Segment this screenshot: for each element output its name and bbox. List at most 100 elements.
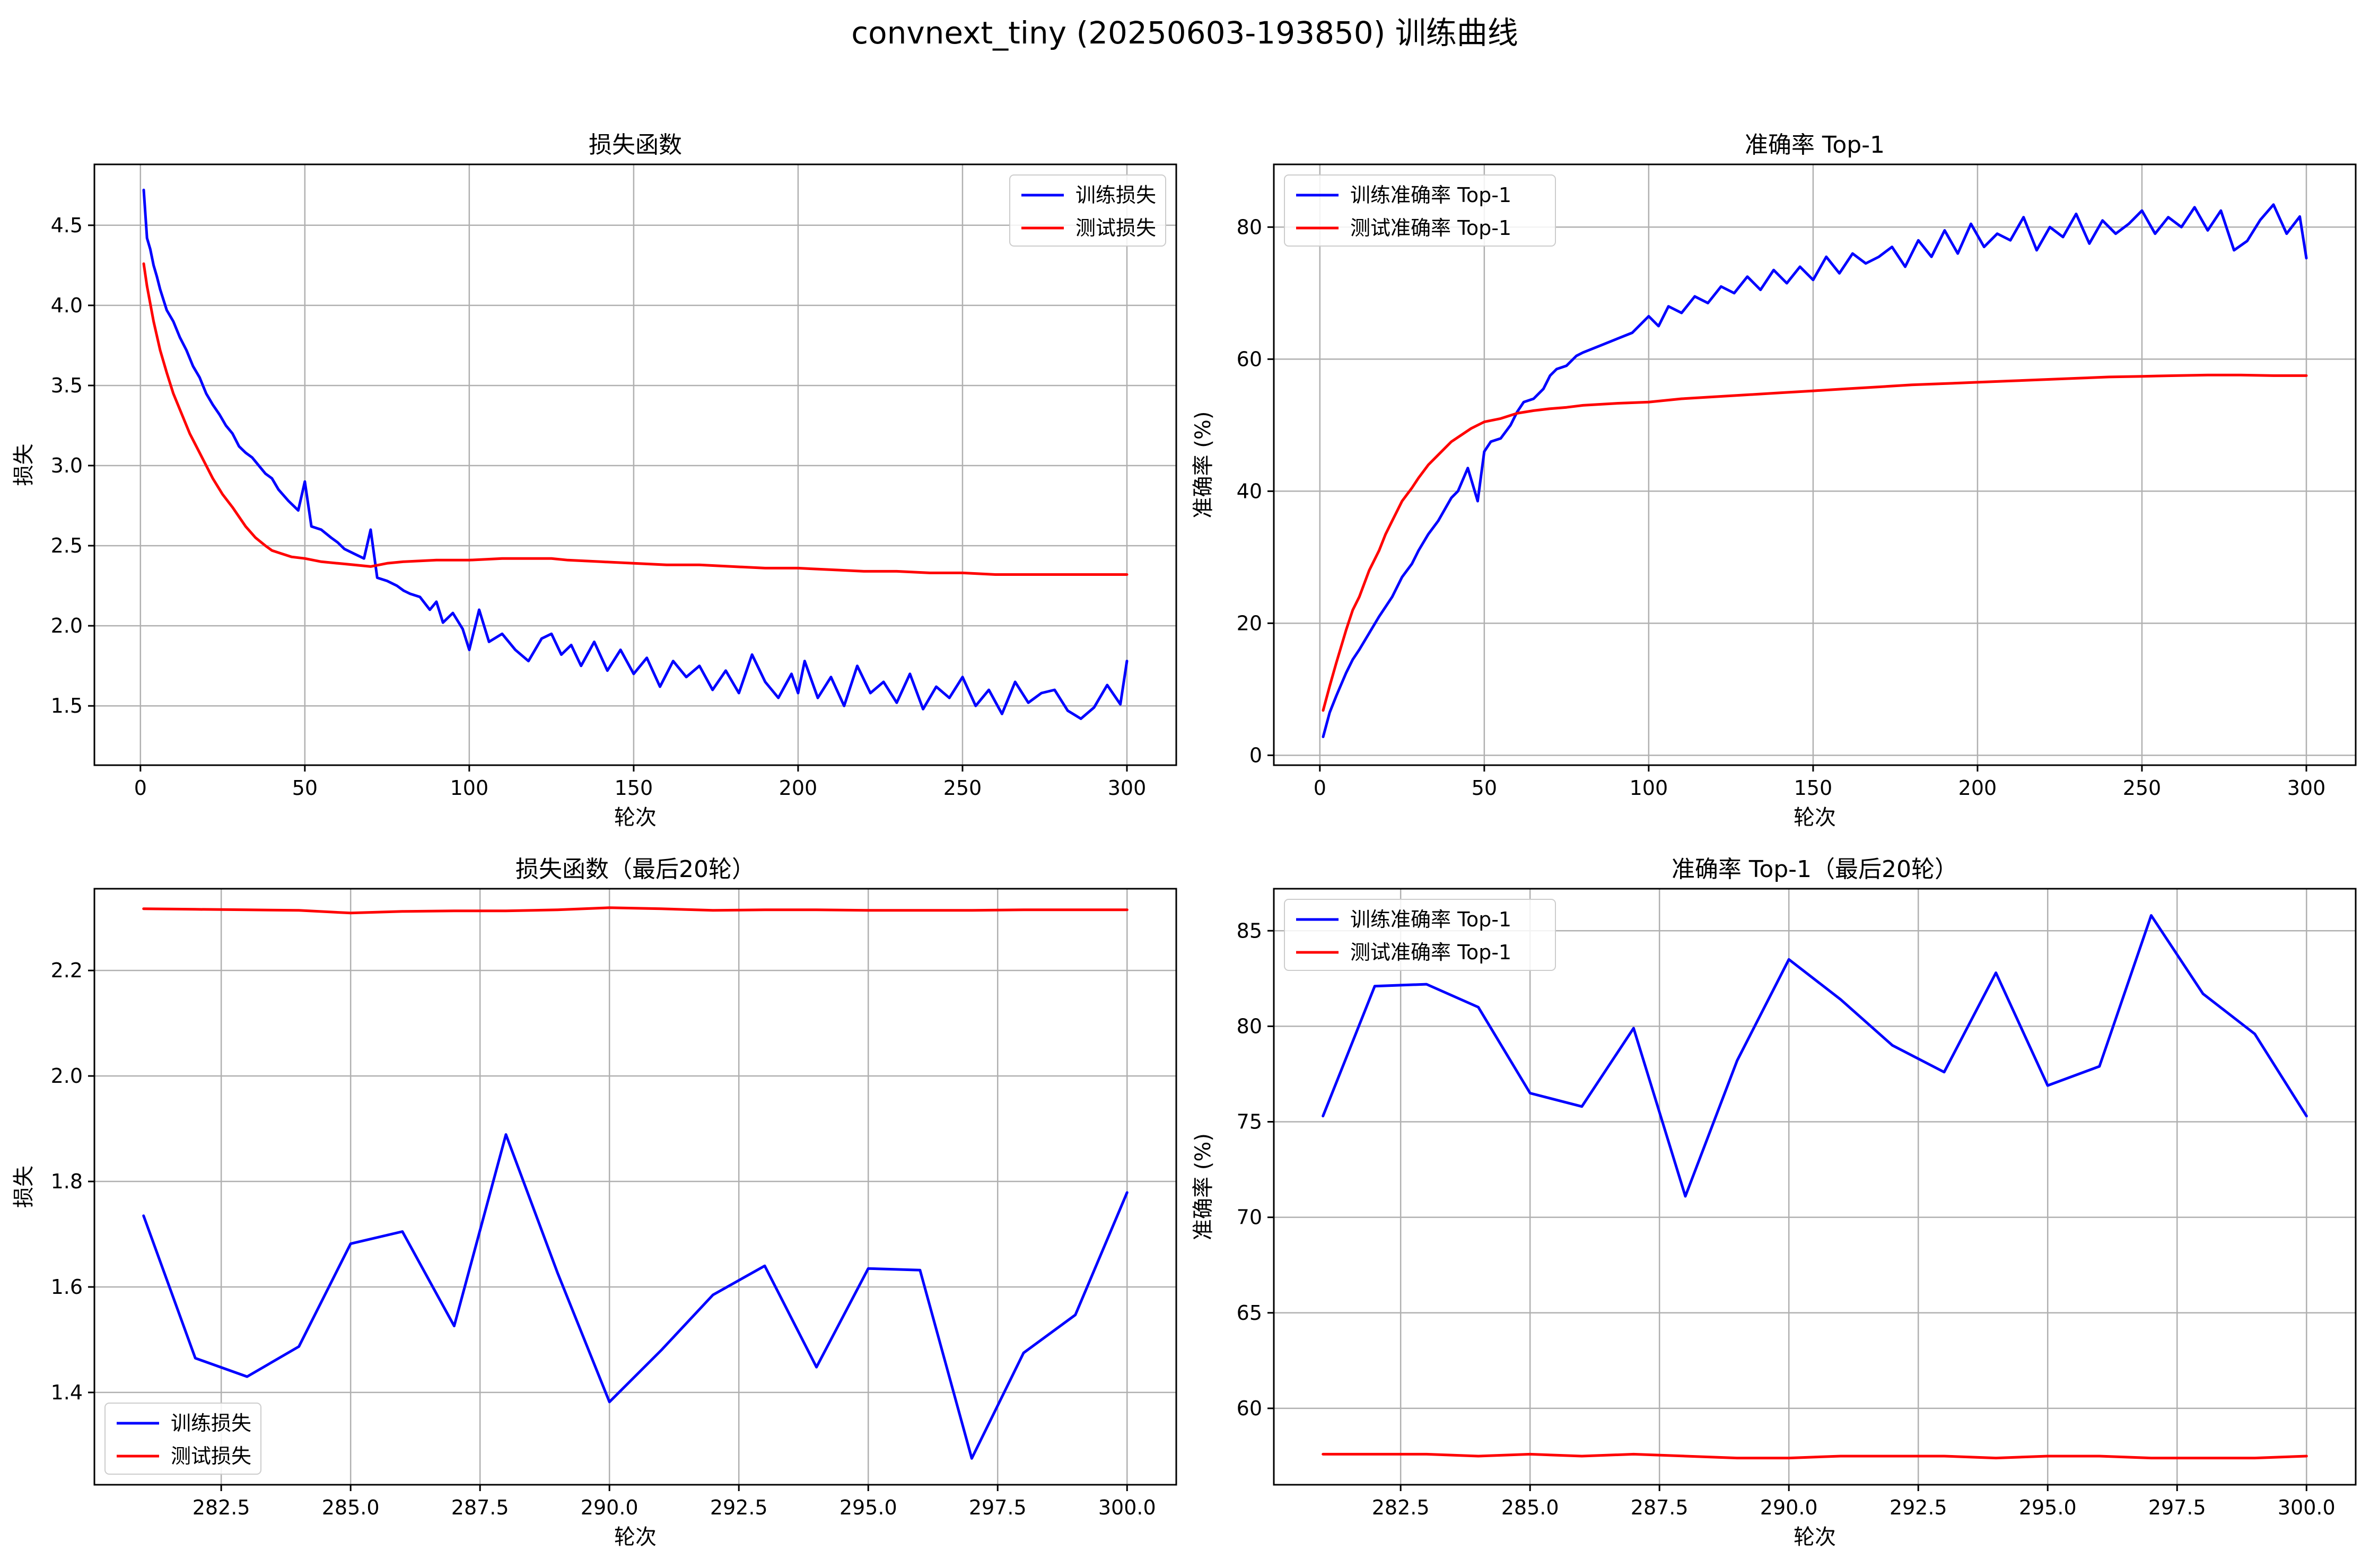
legend-label: 训练损失 [171, 1412, 251, 1435]
x-tick-label: 300.0 [2278, 1496, 2336, 1519]
y-tick-label: 2.0 [51, 614, 83, 637]
y-tick-label: 65 [1237, 1301, 1262, 1325]
x-tick-label: 285.0 [322, 1496, 380, 1519]
y-tick-label: 1.5 [51, 694, 83, 717]
x-axis-label: 轮次 [614, 805, 657, 830]
legend-box [1284, 174, 1556, 247]
y-tick-label: 0 [1249, 743, 1262, 767]
x-tick-label: 290.0 [1760, 1496, 1818, 1519]
y-tick-label: 40 [1237, 479, 1262, 503]
axes-frame [93, 163, 1177, 766]
y-tick-label: 20 [1237, 611, 1262, 635]
series-line-test [142, 262, 1129, 576]
chart-panel-1: 0 50 100 150 200 250 300 1.5 2.0 2.5 3.0 3.5 4.0 4.5 损… [12, 132, 1177, 830]
x-tick-label: 295.0 [2019, 1496, 2077, 1519]
plot-area [94, 164, 1176, 765]
chart-panel-4: 282.5 285.0 287.5 290.0 292.5 295.0 297.5 300.0… [1191, 856, 2357, 1549]
x-tick-label: 295.0 [839, 1496, 897, 1519]
x-tick-label: 150 [615, 776, 653, 800]
x-tick-label: 297.5 [969, 1496, 1027, 1519]
series-line-train [1322, 203, 2308, 738]
legend-label: 测试损失 [171, 1444, 251, 1468]
figure-title: convnext_tiny (20250603-193850) 训练曲线 [851, 15, 1518, 51]
series-line-test [1322, 373, 2308, 712]
x-axis-label: 轮次 [614, 1525, 657, 1549]
x-axis-label: 轮次 [1794, 805, 1836, 830]
y-axis-label: 准确率 (%) [1191, 1133, 1215, 1240]
y-tick-label: 2.5 [51, 534, 83, 557]
legend-label: 测试准确率 Top-1 [1350, 941, 1511, 964]
chart-title: 损失函数（最后20轮） [515, 856, 755, 883]
plot-area [1274, 889, 2356, 1485]
plot-area [1274, 164, 2356, 765]
chart-panel-2: 0 50 100 150 200 250 300 0 20 40 60 80 准确率 Top-1 轮次 准确… [1191, 132, 2357, 830]
legend-label: 训练损失 [1075, 183, 1156, 207]
legend-label: 测试损失 [1075, 216, 1156, 240]
y-tick-label: 1.6 [51, 1275, 83, 1299]
y-tick-label: 1.8 [51, 1170, 83, 1193]
x-tick-label: 150 [1794, 776, 1833, 800]
chart-panel-3: 282.5 285.0 287.5 290.0 292.5 295.0 297.5 300.0… [12, 856, 1177, 1549]
axes-frame [1273, 888, 2357, 1486]
y-tick-label: 60 [1237, 1397, 1262, 1420]
y-tick-label: 80 [1237, 1014, 1262, 1038]
x-tick-label: 282.5 [1372, 1496, 1430, 1519]
plot-area [94, 889, 1176, 1485]
legend: 训练准确率 Top-1 测试准确率 Top-1 [1284, 174, 1556, 247]
x-tick-label: 300.0 [1098, 1496, 1156, 1519]
y-tick-label: 80 [1237, 215, 1262, 239]
x-tick-label: 100 [450, 776, 489, 800]
series-line-test [142, 906, 1129, 915]
legend-label: 训练准确率 Top-1 [1350, 183, 1511, 207]
y-tick-label: 4.0 [51, 294, 83, 317]
x-tick-label: 200 [1958, 776, 1997, 800]
x-tick-label: 250 [2123, 776, 2162, 800]
y-tick-label: 60 [1237, 347, 1262, 371]
x-tick-label: 250 [943, 776, 982, 800]
series-line-train [142, 1133, 1129, 1460]
x-axis-label: 轮次 [1794, 1525, 1836, 1549]
x-tick-label: 292.5 [1890, 1496, 1947, 1519]
y-tick-label: 85 [1237, 919, 1262, 942]
y-tick-label: 3.5 [51, 374, 83, 397]
y-tick-label: 3.0 [51, 454, 83, 477]
x-tick-label: 300 [1108, 776, 1147, 800]
x-tick-label: 0 [1314, 776, 1326, 800]
x-tick-label: 282.5 [193, 1496, 250, 1519]
x-tick-label: 292.5 [710, 1496, 768, 1519]
y-tick-label: 75 [1237, 1110, 1262, 1134]
x-tick-label: 285.0 [1501, 1496, 1559, 1519]
chart-title: 准确率 Top-1 [1745, 132, 1885, 159]
axes-frame [93, 888, 1177, 1486]
series-line-train [1322, 914, 2308, 1198]
legend-label: 训练准确率 Top-1 [1350, 908, 1511, 931]
y-tick-label: 4.5 [51, 214, 83, 237]
x-tick-label: 300 [2287, 776, 2326, 800]
y-tick-label: 2.2 [51, 959, 83, 982]
x-tick-label: 200 [779, 776, 818, 800]
y-tick-label: 70 [1237, 1206, 1262, 1229]
x-tick-label: 50 [292, 776, 318, 800]
x-tick-label: 50 [1472, 776, 1497, 800]
axes-frame [1273, 163, 2357, 766]
chart-title: 损失函数 [589, 132, 682, 159]
legend-box [1284, 899, 1556, 971]
chart-title: 准确率 Top-1（最后20轮） [1672, 856, 1958, 883]
x-tick-label: 297.5 [2148, 1496, 2206, 1519]
x-tick-label: 287.5 [451, 1496, 509, 1519]
x-tick-label: 290.0 [581, 1496, 639, 1519]
legend-label: 测试准确率 Top-1 [1350, 216, 1511, 240]
x-tick-label: 0 [134, 776, 147, 800]
y-axis-label: 准确率 (%) [1191, 411, 1215, 519]
legend: 训练准确率 Top-1 测试准确率 Top-1 [1284, 899, 1556, 971]
y-axis-label: 损失 [12, 1166, 36, 1208]
y-axis-label: 损失 [12, 444, 36, 486]
y-tick-label: 1.4 [51, 1381, 83, 1404]
series-line-train [142, 188, 1129, 720]
x-tick-label: 100 [1630, 776, 1668, 800]
y-tick-label: 2.0 [51, 1064, 83, 1088]
series-line-test [1322, 1452, 2308, 1460]
